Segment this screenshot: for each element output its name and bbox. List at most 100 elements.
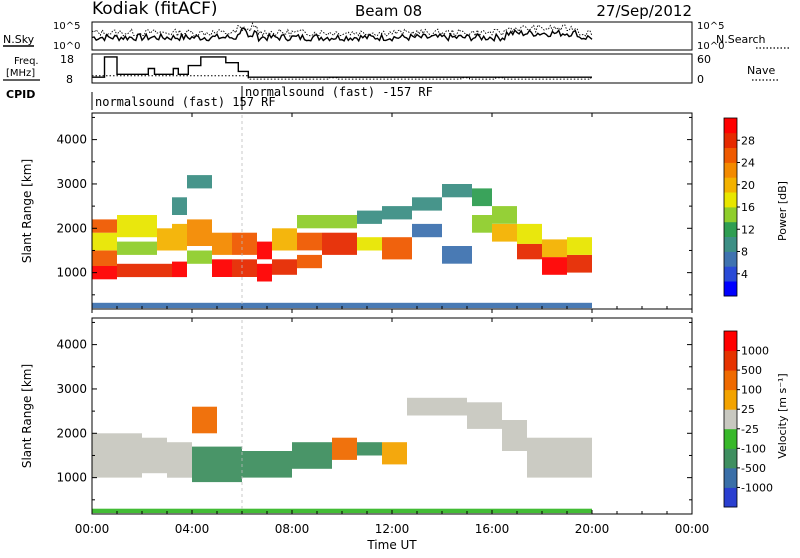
power-band-28 [357, 237, 382, 251]
velocity-colorbar-swatch [724, 389, 737, 410]
power-band-14 [187, 175, 212, 189]
freq-tick-high: 18 [60, 53, 74, 66]
power-band-44 [567, 254, 592, 273]
power-band-46 [92, 302, 592, 309]
power-colorbar-swatch [724, 192, 737, 208]
power-band-35 [442, 184, 472, 198]
power-band-27 [322, 215, 357, 229]
velocity-band-6 [332, 437, 357, 460]
power-band-45 [567, 237, 592, 255]
power-colorbar-label: Power [dB] [776, 181, 789, 241]
power-band-0 [92, 266, 117, 280]
power-band-39 [492, 206, 517, 224]
freq-panel-frame [91, 53, 693, 84]
velocity-colorbar-swatch [724, 448, 737, 469]
power-band-22 [272, 228, 297, 251]
velocity-band-5 [292, 442, 332, 469]
power-colorbar-tick-label: 16 [741, 201, 755, 214]
power-colorbar-tick-label: 28 [741, 134, 755, 147]
power-band-26 [322, 232, 357, 255]
y-tick-label: 2000 [56, 221, 87, 235]
nave-tick-high: 60 [697, 53, 711, 66]
power-band-41 [517, 223, 542, 244]
power-band-15 [212, 259, 232, 277]
power-band-33 [412, 197, 442, 211]
velocity-colorbar-swatch [724, 409, 737, 430]
power-band-1 [92, 250, 117, 266]
power-band-23 [297, 254, 322, 269]
freq-nave-traces [92, 56, 592, 80]
power-band-2 [92, 232, 117, 251]
power-band-18 [232, 232, 257, 255]
velocity-band-8 [382, 442, 407, 465]
y-tick-label: 4000 [56, 133, 87, 147]
power-heatmap-cells [92, 115, 592, 309]
power-band-11 [172, 197, 187, 215]
cpid-label: CPID [6, 88, 35, 101]
velocity-band-7 [357, 442, 382, 456]
velocity-colorbar-frame [723, 330, 738, 508]
power-colorbar-tick-label: 12 [741, 223, 755, 236]
station-title: Kodiak (fitACF) [92, 0, 218, 19]
velocity-panel-bg [92, 318, 692, 514]
velocity-colorbar-tick-label: 25 [741, 403, 755, 416]
freq-label-line1: Freq. [14, 56, 39, 67]
power-panel: 1000 2000 3000 4000 Slant Range [km] [20, 112, 693, 310]
velocity-band-4 [242, 451, 292, 478]
power-band-4 [117, 263, 157, 278]
y-tick-label: 4000 [56, 338, 87, 352]
power-band-5 [117, 241, 157, 255]
x-tick-label: 08:00 [275, 522, 310, 536]
noise-traces [91, 22, 593, 43]
power-band-34 [442, 246, 472, 264]
y-tick-label: 1000 [56, 266, 87, 280]
power-band-17 [232, 259, 257, 277]
y-tick-label: 3000 [56, 177, 87, 191]
y-tick-label: 2000 [56, 426, 87, 440]
freq-tick-low: 8 [66, 73, 73, 86]
nave-trace [92, 75, 592, 80]
velocity-colorbar-swatch [724, 487, 737, 508]
power-band-37 [472, 188, 492, 207]
x-tick-label: 00:00 [675, 522, 710, 536]
nsky-label: N.Sky [3, 33, 35, 46]
velocity-band-13 [192, 406, 217, 434]
power-band-30 [382, 237, 412, 260]
velocity-band-9 [407, 397, 467, 416]
power-band-32 [412, 223, 442, 238]
power-band-6 [117, 215, 157, 238]
time-x-axis: 00:00 04:00 08:00 12:00 16:00 20:00 00:00 [75, 113, 710, 536]
velocity-band-0 [92, 433, 142, 478]
x-tick-label: 20:00 [575, 522, 610, 536]
power-band-40 [517, 243, 542, 260]
power-colorbar-swatch [724, 132, 737, 148]
power-band-24 [297, 232, 322, 251]
power-band-21 [272, 259, 297, 275]
velocity-colorbar-swatch [724, 467, 737, 488]
power-band-19 [257, 263, 272, 282]
velocity-colorbar-tick-label: -1000 [741, 481, 773, 494]
date-title: 27/Sep/2012 [596, 2, 692, 20]
power-colorbar-swatch [724, 177, 737, 193]
velocity-band-14 [92, 508, 592, 514]
power-band-25 [297, 215, 322, 229]
nave-label: Nave [747, 64, 775, 77]
velocity-y-axis-label: Slant Range [km] [20, 364, 34, 468]
noise-panel-frame [91, 21, 693, 51]
velocity-y-axis: 1000 2000 3000 4000 [56, 321, 692, 501]
power-y-axis: 1000 2000 3000 4000 [56, 116, 692, 296]
power-band-36 [472, 215, 492, 233]
velocity-band-11 [502, 420, 527, 451]
velocity-band-10 [467, 402, 502, 429]
power-band-9 [172, 261, 187, 278]
velocity-colorbar-swatch [724, 331, 737, 351]
x-tick-label: 16:00 [475, 522, 510, 536]
velocity-colorbar-tick-label: -500 [741, 462, 766, 475]
power-band-29 [357, 210, 382, 224]
power-colorbar-tick-label: 20 [741, 179, 755, 192]
velocity-colorbar-tick-label: 100 [741, 384, 762, 397]
nsearch-label: N.Search [716, 33, 766, 46]
